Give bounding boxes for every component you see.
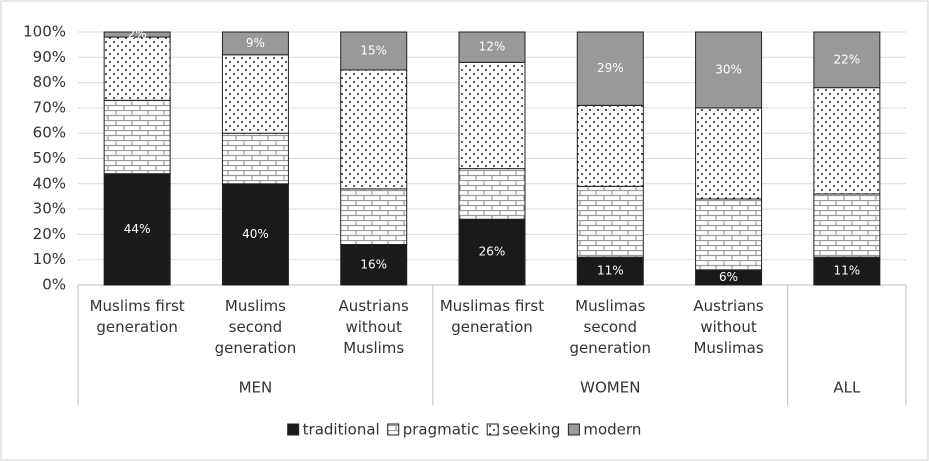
data-label: 30% <box>715 62 742 76</box>
bar-segment <box>458 168 526 220</box>
legend-swatch <box>486 423 499 436</box>
x-tick-label: Muslims second generation <box>214 297 297 357</box>
data-label: 12% <box>479 40 506 54</box>
x-tick-label: Muslimas first generation <box>439 297 545 336</box>
legend-swatch <box>387 423 400 436</box>
data-label: 40% <box>242 227 269 241</box>
x-tick-label: Muslims first generation <box>89 297 185 336</box>
bar-segment <box>103 99 171 175</box>
bar-segment <box>576 104 644 187</box>
x-tick-label: Muslimas second generation <box>569 297 652 357</box>
y-tick-label: 80% <box>33 73 66 91</box>
y-tick-label: 40% <box>33 174 66 192</box>
data-label: 16% <box>360 257 387 271</box>
x-tick-label: Austrians without Muslims <box>338 297 409 357</box>
bar-segment <box>340 244 408 286</box>
group-label: WOMEN <box>580 379 640 397</box>
data-label: 11% <box>834 264 861 278</box>
bar-segment <box>221 183 289 286</box>
bar-segment <box>576 31 644 106</box>
bar-segment <box>340 31 408 71</box>
data-label: 6% <box>719 270 738 284</box>
y-tick-label: 50% <box>33 149 66 167</box>
data-label: 26% <box>479 245 506 259</box>
legend-swatch <box>567 423 580 436</box>
bar-segment <box>695 107 763 200</box>
y-tick-label: 0% <box>42 276 66 294</box>
legend-label: modern <box>583 421 641 439</box>
bar-segment <box>813 31 881 89</box>
group-label: MEN <box>239 379 273 397</box>
bar-segment <box>221 31 289 56</box>
legend-label: seeking <box>502 421 560 439</box>
data-label: 2% <box>128 27 147 41</box>
bar-segment <box>813 256 881 286</box>
bar-segment <box>458 218 526 286</box>
group-label: ALL <box>833 379 861 397</box>
y-tick-label: 10% <box>33 250 66 268</box>
bar-segment <box>576 256 644 286</box>
bar-segment <box>103 173 171 286</box>
data-label: 15% <box>360 43 387 57</box>
bar-segment <box>103 36 171 101</box>
y-tick-label: 30% <box>33 200 66 218</box>
bar-segment <box>340 188 408 246</box>
data-label: 29% <box>597 61 624 75</box>
bar-segment <box>103 31 171 38</box>
bar-segment <box>813 87 881 195</box>
bar-segment <box>221 54 289 134</box>
data-label: 44% <box>124 222 151 236</box>
bar-segment <box>221 132 289 185</box>
bar-segment <box>458 31 526 63</box>
bar-segment <box>813 193 881 258</box>
legend-label: traditional <box>303 421 380 439</box>
bar-segment <box>458 61 526 170</box>
y-tick-label: 100% <box>23 23 66 41</box>
data-label: 11% <box>597 264 624 278</box>
legend-label: pragmatic <box>403 421 480 439</box>
bar-segment <box>695 31 763 109</box>
y-tick-label: 20% <box>33 225 66 243</box>
bar-segment <box>695 198 763 271</box>
bar-segment <box>576 185 644 258</box>
y-tick-label: 90% <box>33 48 66 66</box>
legend-swatch <box>287 423 300 436</box>
x-tick-label: Austrians without Muslimas <box>693 297 764 357</box>
y-tick-label: 60% <box>33 124 66 142</box>
data-label: 9% <box>246 36 265 50</box>
bar-segment <box>340 69 408 190</box>
y-tick-label: 70% <box>33 98 66 116</box>
data-label: 22% <box>834 52 861 66</box>
